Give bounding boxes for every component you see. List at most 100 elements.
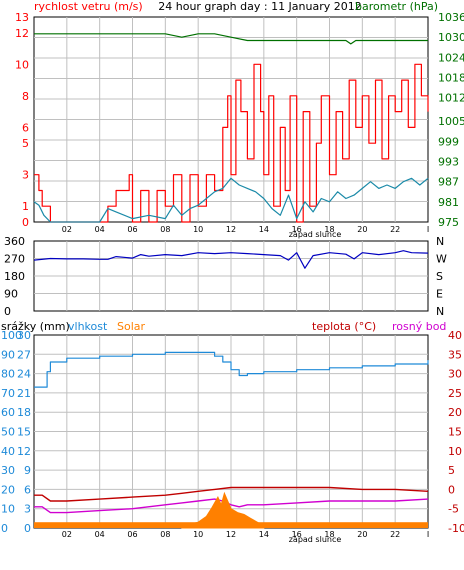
direction-axis-tick: 90 xyxy=(4,288,18,301)
panel3-x-tick: 22 xyxy=(390,530,400,539)
series-solar xyxy=(181,491,265,529)
panel1-x-tick: 08 xyxy=(160,225,170,234)
humidity-axis-tick: 12 xyxy=(17,445,31,458)
rain-axis-tick: 40 xyxy=(1,445,15,458)
humidity-axis-tick: 15 xyxy=(17,426,31,439)
humidity-axis-tick: 24 xyxy=(17,368,31,381)
panel1-x-tick: 02 xyxy=(62,225,72,234)
wind-axis-label: rychlost vetru (m/s) xyxy=(34,0,143,13)
barometer-axis-tick: 1005 xyxy=(438,115,464,128)
rain-axis-tick: 30 xyxy=(1,464,15,477)
series-temperature xyxy=(34,486,429,502)
panel1-x-tick: 04 xyxy=(95,225,105,234)
humidity-axis-tick: 21 xyxy=(17,387,31,400)
rain-axis-tick: 100 xyxy=(1,329,22,342)
wind-axis-tick: 6 xyxy=(22,121,29,134)
panel1-x-tick: 20 xyxy=(357,225,367,234)
panel3-x-tick: 04 xyxy=(95,530,105,539)
panel1-x-tick: 16 xyxy=(292,225,302,234)
direction-axis-tick: 360 xyxy=(4,235,25,248)
barometer-axis-tick: 999 xyxy=(438,135,459,148)
panel3-x-tick: 10 xyxy=(193,530,203,539)
legend-label: Solar xyxy=(117,320,146,333)
legend-label: teplota (°C) xyxy=(312,320,376,333)
temperature-axis-tick: 5 xyxy=(448,464,455,477)
temperature-axis-tick: 0 xyxy=(448,483,455,496)
climate-panel: 1009080706050403020100302724211815129630… xyxy=(1,320,464,544)
panel1-x-tick: 18 xyxy=(324,225,334,234)
compass-axis-tick: N xyxy=(436,235,444,248)
temperature-axis-tick: -10 xyxy=(448,522,464,535)
humidity-axis-tick: 6 xyxy=(24,483,31,496)
series-rain xyxy=(34,522,428,528)
barometer-axis-tick: 1012 xyxy=(438,92,464,105)
barometer-axis-tick: 981 xyxy=(438,196,459,209)
barometer-axis-tick: 975 xyxy=(438,216,459,229)
panel1-x-tick: 06 xyxy=(127,225,137,234)
rain-axis-tick: 70 xyxy=(1,387,15,400)
temperature-axis-tick: 10 xyxy=(448,445,462,458)
humidity-axis-tick: 9 xyxy=(24,464,31,477)
humidity-axis-tick: 30 xyxy=(17,329,31,342)
temperature-axis-tick: 30 xyxy=(448,368,462,381)
rain-axis-tick: 90 xyxy=(1,348,15,361)
temperature-axis-tick: 25 xyxy=(448,387,462,400)
wind-axis-tick: 1 xyxy=(22,200,29,213)
series-barometrhpa xyxy=(34,33,428,45)
rain-axis-tick: 10 xyxy=(1,503,15,516)
panel3-x-tick: 08 xyxy=(160,530,170,539)
chart-title: 24 hour graph day : 11 January 2012 xyxy=(158,0,362,13)
panel1-x-tick: 22 xyxy=(390,225,400,234)
temperature-axis-tick: 40 xyxy=(448,329,462,342)
barometer-axis-tick: 1024 xyxy=(438,51,464,64)
legend-label: vlhkost xyxy=(68,320,108,333)
rain-axis-tick: 80 xyxy=(1,368,15,381)
humidity-axis-tick: 3 xyxy=(24,503,31,516)
rain-axis-tick: 20 xyxy=(1,483,15,496)
panel1-x-tick: 14 xyxy=(259,225,269,234)
humidity-axis-tick: 18 xyxy=(17,406,31,419)
wind-axis-tick: 8 xyxy=(22,90,29,103)
compass-axis-tick: E xyxy=(436,288,443,301)
legend-label: rosný bod xyxy=(392,320,446,333)
panel1-x-tick: 10 xyxy=(193,225,203,234)
rain-axis-tick: 0 xyxy=(1,522,8,535)
sunset-label: západ slunce xyxy=(289,230,342,239)
barometer-axis-tick: 1018 xyxy=(438,71,464,84)
barometer-axis-tick: 1036 xyxy=(438,11,464,24)
series-rychlostvetrums xyxy=(34,63,429,223)
panel3-x-tick: 16 xyxy=(292,530,302,539)
series-humidity xyxy=(34,351,429,388)
barometer-axis-label: barometr (hPa) xyxy=(355,0,438,13)
series-rosnbod xyxy=(33,177,429,223)
wind-axis-tick: 12 xyxy=(15,27,29,40)
barometer-axis-tick: 1030 xyxy=(438,31,464,44)
wind-axis-tick: 10 xyxy=(15,58,29,71)
panel1-x-tick: I xyxy=(427,225,429,234)
humidity-axis-tick: 0 xyxy=(24,522,31,535)
rain-axis-tick: 60 xyxy=(1,406,15,419)
panel3-x-tick: 20 xyxy=(357,530,367,539)
direction-axis-tick: 0 xyxy=(4,305,11,318)
barometer-axis-tick: 987 xyxy=(438,176,459,189)
compass-axis-tick: N xyxy=(436,305,444,318)
direction-axis-tick: 180 xyxy=(4,270,25,283)
temperature-axis-tick: -5 xyxy=(448,503,459,516)
panel3-x-tick: 18 xyxy=(324,530,334,539)
panel3-x-tick: 14 xyxy=(259,530,269,539)
barometer-axis-tick: 993 xyxy=(438,156,459,169)
panel1-x-tick: 12 xyxy=(226,225,236,234)
wind-axis-tick: 5 xyxy=(22,137,29,150)
humidity-axis-tick: 27 xyxy=(17,348,31,361)
panel3-x-tick: 12 xyxy=(226,530,236,539)
panel3-x-tick: 06 xyxy=(127,530,137,539)
sunset-label-bottom: západ slunce xyxy=(289,535,342,544)
compass-axis-tick: S xyxy=(436,270,443,283)
panel3-x-tick: I xyxy=(427,530,429,539)
legend-label: srážky (mm) xyxy=(1,320,70,333)
series-wind-direction xyxy=(33,250,429,269)
